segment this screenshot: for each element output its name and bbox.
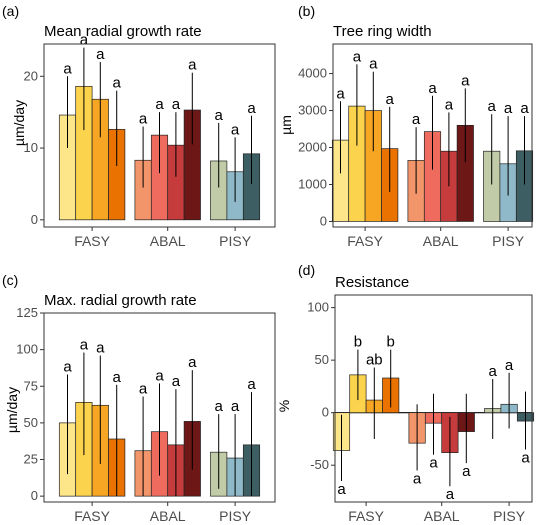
plot-frame bbox=[43, 43, 276, 228]
y-tick-label: 100 bbox=[16, 342, 38, 357]
chart-title: Resistance bbox=[335, 274, 409, 291]
plot-frame bbox=[332, 43, 533, 228]
panel-a: (a) Mean radial growth rate µm/day 0 10 20… bbox=[2, 3, 276, 249]
x-tick-label: ABAL bbox=[424, 508, 460, 524]
plot-frame bbox=[43, 312, 276, 503]
significance-letter: a bbox=[353, 48, 362, 65]
significance-letter: a bbox=[63, 60, 72, 77]
y-tick-label: 4000 bbox=[298, 66, 327, 81]
significance-letter: a bbox=[215, 398, 224, 415]
significance-letter: ab bbox=[366, 352, 383, 369]
chart-title: Max. radial growth rate bbox=[44, 292, 197, 309]
significance-letter: a bbox=[113, 369, 122, 386]
significance-letter: a bbox=[336, 85, 345, 102]
y-tick-label: 2000 bbox=[298, 140, 327, 155]
significance-letter: a bbox=[386, 91, 395, 108]
x-tick-label: FASY bbox=[348, 508, 384, 524]
significance-letter: a bbox=[489, 363, 498, 380]
y-tick-label: 0 bbox=[322, 405, 329, 420]
significance-letter: a bbox=[445, 96, 454, 113]
significance-letter: a bbox=[247, 100, 256, 117]
significance-letter: a bbox=[172, 96, 181, 113]
y-tick-label: -50 bbox=[310, 457, 329, 472]
significance-letter: a bbox=[63, 359, 72, 376]
x-tick-label: FASY bbox=[74, 508, 110, 524]
significance-letter: a bbox=[429, 455, 438, 472]
significance-letter: a bbox=[488, 98, 497, 115]
significance-letter: a bbox=[96, 46, 105, 63]
plot-frame bbox=[334, 294, 533, 503]
significance-letter: a bbox=[155, 96, 164, 113]
y-tick-label: 25 bbox=[24, 452, 38, 467]
x-tick-label: ABAL bbox=[423, 233, 459, 249]
significance-letter: a bbox=[462, 463, 471, 480]
panel-c: (c) Max. radial growth rate µm/day 0 25 50… bbox=[2, 272, 276, 524]
chart-title: Mean radial growth rate bbox=[44, 23, 202, 40]
significance-letter: a bbox=[113, 75, 122, 92]
y-tick-label: 0 bbox=[320, 213, 327, 228]
significance-letter: a bbox=[461, 72, 470, 89]
panel-label: (c) bbox=[2, 272, 18, 288]
significance-letter: a bbox=[428, 80, 437, 97]
y-tick-label: 0 bbox=[31, 212, 38, 227]
significance-letter: a bbox=[188, 354, 197, 371]
panel-b: (b) Tree ring width µm 0 1000 2000 3000 4000… bbox=[278, 3, 534, 249]
x-tick-label: FASY bbox=[74, 233, 110, 249]
significance-letter: a bbox=[155, 367, 164, 384]
significance-letter: a bbox=[139, 111, 148, 128]
x-tick-label: ABAL bbox=[150, 508, 186, 524]
significance-letter: a bbox=[521, 449, 530, 466]
significance-letter: a bbox=[369, 56, 378, 73]
significance-letter: a bbox=[520, 100, 529, 117]
y-tick-label: 100 bbox=[307, 300, 329, 315]
significance-letter: a bbox=[80, 337, 89, 354]
y-tick-label: 1000 bbox=[298, 176, 327, 191]
x-tick-label: PISY bbox=[219, 508, 252, 524]
x-tick-label: PISY bbox=[493, 508, 526, 524]
significance-letter: a bbox=[413, 470, 422, 487]
significance-letter: a bbox=[215, 107, 224, 124]
y-tick-label: 50 bbox=[315, 352, 329, 367]
significance-letter: a bbox=[412, 111, 421, 128]
significance-letter: a bbox=[231, 121, 240, 138]
y-tick-label: 20 bbox=[24, 68, 38, 83]
chart-title: Tree ring width bbox=[333, 23, 432, 40]
significance-letter: a bbox=[188, 57, 197, 74]
significance-letter: a bbox=[337, 481, 346, 498]
panel-d: (d) Resistance % -50050100ababbFASYaaaaA… bbox=[276, 262, 535, 524]
significance-letter: a bbox=[96, 339, 105, 356]
panel-label: (a) bbox=[2, 3, 19, 19]
y-tick-label: 50 bbox=[24, 415, 38, 430]
significance-letter: a bbox=[139, 381, 148, 398]
y-tick-label: 75 bbox=[24, 378, 38, 393]
y-axis-label: µm/day bbox=[4, 387, 20, 433]
significance-letter: b bbox=[387, 334, 395, 351]
significance-letter: a bbox=[504, 100, 513, 117]
significance-letter: a bbox=[505, 357, 514, 374]
y-tick-label: 10 bbox=[24, 140, 38, 155]
panel-label: (d) bbox=[298, 262, 315, 278]
y-axis-label: % bbox=[276, 400, 292, 412]
y-tick-label: 0 bbox=[31, 488, 38, 503]
significance-letter: a bbox=[172, 373, 181, 390]
significance-letter: a bbox=[80, 32, 89, 49]
significance-letter: a bbox=[446, 486, 455, 503]
significance-letter: a bbox=[247, 376, 256, 393]
panel-label: (b) bbox=[298, 3, 315, 19]
y-tick-label: 3000 bbox=[298, 103, 327, 118]
significance-letter: b bbox=[354, 334, 362, 351]
x-tick-label: FASY bbox=[347, 233, 383, 249]
y-axis-label: µm bbox=[278, 115, 294, 135]
x-tick-label: PISY bbox=[219, 233, 252, 249]
x-tick-label: PISY bbox=[492, 233, 525, 249]
y-axis-label: µm/day bbox=[11, 100, 27, 146]
x-tick-label: ABAL bbox=[150, 233, 186, 249]
y-tick-label: 125 bbox=[16, 305, 38, 320]
significance-letter: a bbox=[231, 398, 240, 415]
